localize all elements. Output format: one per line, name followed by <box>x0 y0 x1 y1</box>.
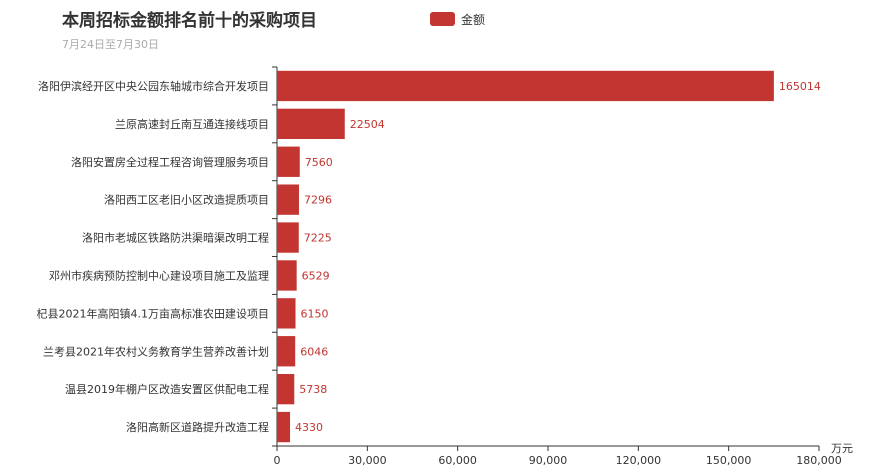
category-label: 杞县2021年高阳镇4.1万亩高标准农田建设项目 <box>37 306 270 320</box>
x-tick-label: 180,000 <box>796 454 842 467</box>
x-tick-label: 120,000 <box>616 454 662 467</box>
chart-subtitle: 7月24日至7月30日 <box>62 38 159 51</box>
x-tick-label: 0 <box>274 454 281 467</box>
data-label: 6150 <box>301 307 329 320</box>
plot-area: 0 30,000 60,000 90,000 120,000 150,000 180,000… <box>37 66 842 467</box>
bar[interactable] <box>277 222 299 253</box>
bar[interactable] <box>277 336 296 367</box>
data-label: 6529 <box>302 269 330 282</box>
legend-swatch[interactable] <box>430 12 455 26</box>
bar[interactable] <box>277 108 345 140</box>
chart-title: 本周招标金额排名前十的采购项目 <box>62 10 317 31</box>
x-tick-label: 150,000 <box>706 454 752 467</box>
x-tick-label: 90,000 <box>529 454 568 467</box>
x-tick-label: 30,000 <box>348 454 387 467</box>
bar[interactable] <box>277 411 291 443</box>
bar[interactable] <box>277 70 774 102</box>
legend[interactable]: 金额 <box>430 12 485 27</box>
data-label: 165014 <box>779 80 821 93</box>
category-label: 洛阳安置房全过程工程咨询管理服务项目 <box>71 155 269 169</box>
bar[interactable] <box>277 373 295 405</box>
category-label: 洛阳市老城区铁路防洪渠暗渠改明工程 <box>82 231 269 245</box>
x-axis-unit: 万元 <box>831 442 853 455</box>
data-label: 7560 <box>305 156 333 169</box>
category-label: 洛阳高新区道路提升改造工程 <box>126 420 269 434</box>
data-label: 7225 <box>304 232 332 245</box>
category-label: 洛阳西工区老旧小区改造提质项目 <box>104 193 269 207</box>
bar[interactable] <box>277 146 300 177</box>
bar[interactable] <box>277 298 296 329</box>
bar[interactable] <box>277 260 297 291</box>
category-label: 温县2019年棚户区改造安置区供配电工程 <box>65 382 269 396</box>
data-label: 7296 <box>304 194 332 207</box>
category-label: 兰原高速封丘南互通连接线项目 <box>115 117 269 131</box>
category-label: 邓州市疾病预防控制中心建设项目施工及监理 <box>49 268 269 282</box>
category-label: 兰考县2021年农村义务教育学生营养改善计划 <box>43 344 269 358</box>
category-label: 洛阳伊滨经开区中央公园东轴城市综合开发项目 <box>38 79 269 93</box>
data-label: 5738 <box>299 383 327 396</box>
data-label: 6046 <box>300 345 328 358</box>
bar[interactable] <box>277 184 299 215</box>
data-label: 22504 <box>350 118 385 131</box>
data-label: 4330 <box>295 421 323 434</box>
legend-label[interactable]: 金额 <box>461 12 485 27</box>
x-tick-label: 60,000 <box>438 454 477 467</box>
